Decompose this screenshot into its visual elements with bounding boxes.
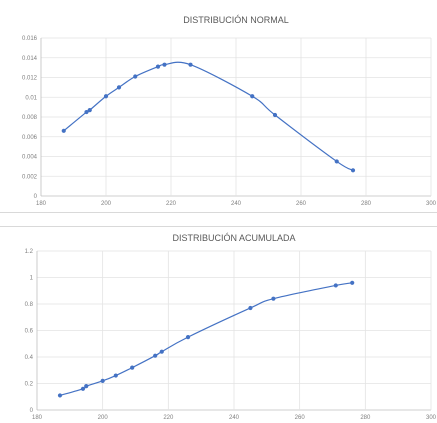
x-tick-label: 220 [166, 201, 177, 207]
data-point [153, 353, 158, 358]
y-tick-label: 0 [34, 194, 38, 200]
data-point [350, 168, 356, 173]
data-point [271, 296, 276, 301]
chart-title: DISTRIBUCIÓN NORMAL [183, 15, 289, 25]
y-tick-label: 0.016 [22, 36, 38, 42]
y-tick-label: 1 [30, 276, 34, 282]
x-tick-label: 180 [32, 415, 43, 421]
y-tick-label: 0.8 [25, 302, 34, 308]
y-tick-label: 0.2 [25, 382, 34, 388]
data-point [130, 365, 135, 370]
x-tick-label: 260 [295, 415, 306, 421]
data-point [84, 109, 89, 115]
series-line [59, 282, 353, 397]
y-tick-label: 0.004 [22, 155, 38, 161]
normal-distribution-plot: DISTRIBUCIÓN NORMAL 0 0.002 0.004 0.006 0.008… [22, 15, 437, 207]
y-tick-label: 0.012 [22, 76, 38, 82]
y-tick-label: 0.002 [22, 174, 38, 180]
x-tick-label: 240 [229, 415, 240, 421]
x-tick-label: 200 [98, 415, 109, 421]
x-tick-label: 180 [36, 201, 47, 207]
data-point [61, 128, 66, 133]
y-tick-label: 0.4 [25, 355, 34, 361]
x-tick-label: 300 [426, 201, 437, 207]
data-point [162, 62, 167, 67]
x-tick-label: 280 [361, 201, 372, 207]
y-tick-label: 0.6 [25, 329, 34, 335]
data-point [84, 384, 89, 389]
data-point [250, 94, 255, 99]
cumulative-distribution-plot: DISTRIBUCIÓN ACUMULADA 0 0.2 0.4 0.6 0.8 1 1.2 1… [25, 233, 437, 421]
data-point [350, 280, 355, 285]
cumulative-distribution-chart: DISTRIBUCIÓN ACUMULADA 0 0.2 0.4 0.6 0.8 1 1.2 1… [0, 226, 437, 423]
y-tick-label: 0 [30, 408, 34, 414]
data-point [155, 64, 161, 69]
normal-distribution-chart: DISTRIBUCIÓN NORMAL 0 0.002 0.004 0.006 0.008… [0, 15, 437, 213]
x-tick-label: 280 [360, 415, 371, 421]
data-point [272, 112, 278, 118]
data-point [103, 94, 109, 99]
chart-title: DISTRIBUCIÓN ACUMULADA [172, 233, 295, 243]
x-tick-label: 220 [163, 415, 174, 421]
data-point [133, 74, 138, 79]
data-point [113, 373, 118, 378]
data-point [248, 305, 253, 311]
data-point [80, 386, 86, 391]
series-line [63, 61, 354, 171]
x-tick-label: 240 [231, 201, 242, 207]
data-point [185, 335, 191, 340]
data-point [334, 159, 339, 164]
data-point [100, 378, 105, 383]
x-tick-label: 260 [296, 201, 307, 207]
y-tick-label: 0.008 [22, 115, 38, 121]
y-tick-label: 0.01 [25, 95, 37, 101]
data-point [116, 85, 122, 90]
data-point [57, 393, 63, 398]
data-point [333, 283, 338, 288]
y-tick-label: 0.006 [22, 135, 38, 141]
data-point [188, 62, 193, 67]
y-tick-label: 0.014 [22, 56, 38, 62]
data-point [159, 349, 164, 354]
x-tick-label: 200 [101, 201, 112, 207]
x-tick-label: 300 [426, 415, 437, 421]
y-tick-label: 1.2 [25, 249, 34, 255]
data-point [87, 107, 92, 113]
